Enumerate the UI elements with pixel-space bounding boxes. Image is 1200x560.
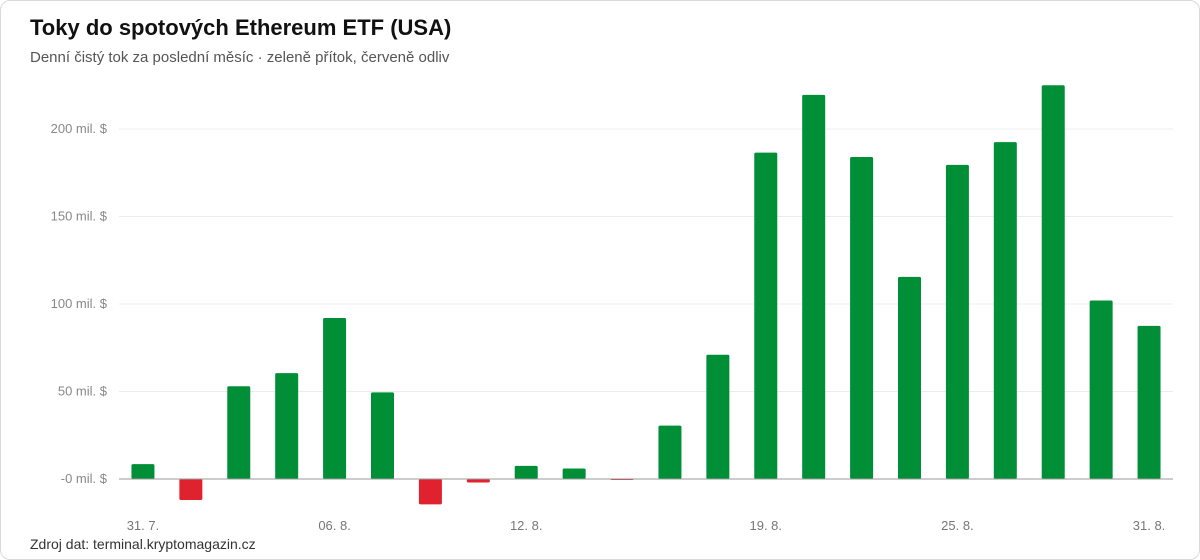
inflow-bar: [131, 464, 155, 479]
outflow-bar: [418, 479, 442, 505]
x-tick-label: 12. 8.: [510, 518, 543, 533]
inflow-bar: [371, 392, 394, 479]
inflow-bar: [898, 276, 921, 479]
data-source-note: Zdroj dat: terminal.kryptomagazin.cz: [30, 536, 256, 552]
inflow-bar: [658, 425, 682, 479]
x-tick-label: 19. 8.: [750, 518, 783, 533]
chart-title: Toky do spotových Ethereum ETF (USA): [30, 15, 452, 40]
x-tick-label: 06. 8.: [318, 518, 351, 533]
inflow-bar: [1137, 325, 1161, 479]
inflow-bar: [706, 354, 730, 479]
outflow-bar: [179, 479, 203, 500]
y-tick-label: 150 mil. $: [51, 209, 108, 224]
inflow-bar: [562, 468, 586, 479]
inflow-bar: [802, 94, 826, 479]
y-tick-label: 200 mil. $: [51, 121, 108, 136]
inflow-bar: [514, 465, 538, 479]
x-tick-label: 25. 8.: [941, 518, 974, 533]
y-tick-label: 100 mil. $: [51, 296, 108, 311]
outflow-bar: [466, 479, 490, 483]
y-tick-label: 50 mil. $: [58, 384, 108, 399]
chart-subtitle: Denní čistý tok za poslední měsíc · zele…: [30, 49, 450, 66]
x-tick-label: 31. 8.: [1133, 518, 1166, 533]
inflow-bar: [323, 318, 347, 479]
inflow-bar: [754, 152, 778, 479]
inflow-bar: [1089, 300, 1113, 479]
inflow-bar: [850, 157, 874, 479]
x-tick-label: 31. 7.: [127, 518, 160, 533]
inflow-bar: [1041, 85, 1065, 479]
inflow-bar: [993, 142, 1017, 479]
inflow-bar: [275, 373, 299, 479]
inflow-bar: [945, 164, 969, 479]
inflow-bar: [227, 386, 251, 479]
y-tick-label: -0 mil. $: [61, 471, 108, 486]
